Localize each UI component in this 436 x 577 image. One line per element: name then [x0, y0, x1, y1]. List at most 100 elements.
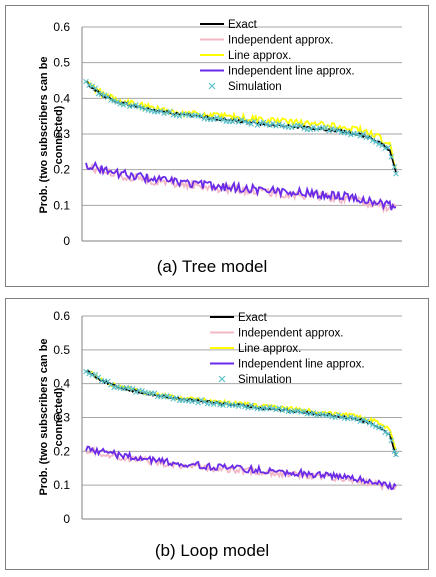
simulation-point — [379, 425, 385, 431]
simulation-point — [366, 420, 373, 426]
simulation-point — [260, 404, 267, 411]
simulation-point — [142, 106, 148, 112]
series-line — [85, 80, 397, 170]
simulation-point — [301, 125, 307, 132]
simulation-point — [133, 102, 139, 108]
simulation-point — [238, 402, 245, 408]
chart-caption: (b) Loop model — [155, 541, 269, 560]
simulation-point — [391, 448, 398, 454]
simulation-point — [276, 121, 282, 127]
simulation-point — [267, 404, 273, 410]
y-tick-label: 0 — [63, 512, 70, 526]
simulation-point — [372, 139, 379, 145]
simulation-point — [220, 117, 226, 123]
simulation-point — [270, 405, 276, 412]
simulation-point — [382, 429, 388, 436]
simulation-point — [385, 431, 391, 437]
simulation-point — [326, 412, 332, 419]
simulation-point — [235, 119, 242, 125]
series-line — [85, 160, 397, 211]
panel-a-border — [5, 5, 429, 287]
simulation-point — [376, 141, 382, 147]
y-tick-label: 0.6 — [53, 20, 70, 34]
simulation-point — [254, 122, 261, 128]
chart-loop: 0 0.1 0.2 0.3 0.4 0.5 0.6 Prob. (two subscriber… — [38, 309, 402, 560]
simulation-point — [245, 119, 251, 126]
simulation-point — [148, 108, 155, 114]
simulation-point — [393, 170, 399, 177]
simulation-point — [89, 83, 96, 89]
legend-label: Line approx. — [238, 343, 301, 355]
simulation-point — [114, 383, 120, 390]
simulation-point — [98, 91, 105, 97]
simulation-point — [385, 144, 391, 151]
legend-label: Independent line approx. — [238, 359, 365, 371]
simulation-point — [201, 399, 208, 405]
simulation-point — [157, 108, 164, 114]
simulation-point — [129, 103, 136, 109]
chart-tree: 0 0.1 0.2 0.3 0.4 0.5 0.6 Prob. (two subscriber… — [38, 19, 402, 276]
simulation-point — [214, 114, 220, 121]
simulation-point — [313, 412, 320, 419]
simulation-point — [338, 414, 345, 420]
simulation-point — [332, 126, 339, 133]
simulation-point — [295, 408, 301, 414]
simulation-point — [167, 394, 173, 400]
simulation-point — [242, 118, 248, 125]
simulation-point — [354, 131, 360, 137]
simulation-point — [161, 394, 167, 400]
simulation-point — [348, 131, 354, 138]
simulation-point — [139, 388, 145, 394]
simulation-point — [360, 416, 367, 423]
simulation-point — [242, 403, 248, 410]
simulation-point — [223, 400, 229, 407]
simulation-point — [372, 423, 379, 430]
series-line — [85, 445, 397, 492]
simulation-point — [369, 421, 376, 428]
simulation-point — [133, 389, 139, 396]
legend-label: Exact — [228, 19, 258, 31]
simulation-point — [207, 400, 214, 407]
simulation-point — [229, 118, 236, 125]
y-axis-label: connected) — [53, 105, 65, 164]
simulation-point — [313, 126, 320, 132]
simulation-point — [101, 92, 108, 98]
simulation-point — [288, 124, 295, 131]
simulation-point — [232, 402, 239, 408]
chart-caption: (a) Tree model — [157, 257, 268, 276]
simulation-point — [170, 396, 177, 402]
simulation-point — [276, 405, 282, 411]
simulation-point — [344, 130, 351, 136]
simulation-point — [83, 368, 89, 375]
simulation-point — [86, 370, 92, 377]
simulation-point — [348, 414, 354, 420]
simulation-point — [391, 164, 398, 170]
simulation-point — [217, 115, 223, 122]
simulation-point — [344, 415, 351, 422]
y-axis-label: connected) — [53, 387, 65, 446]
series-line — [85, 162, 397, 214]
simulation-point — [282, 406, 289, 413]
simulation-point — [263, 406, 270, 412]
simulation-point — [310, 124, 317, 131]
simulation-point — [164, 393, 170, 399]
legend-label: Independent line approx. — [228, 66, 355, 78]
legend-label: Simulation — [238, 374, 292, 386]
simulation-point — [210, 401, 217, 407]
panel-b-border — [5, 298, 429, 570]
simulation-point — [220, 402, 226, 409]
simulation-point — [120, 385, 127, 392]
legend-label: Independent approx. — [238, 328, 344, 340]
y-tick-label: 0.5 — [53, 56, 70, 70]
simulation-point — [357, 133, 363, 139]
y-tick-label: 0.5 — [53, 343, 70, 357]
simulation-point — [263, 121, 270, 127]
simulation-point — [164, 109, 170, 116]
simulation-point — [369, 137, 376, 144]
simulation-point — [198, 397, 205, 403]
simulation-point — [235, 403, 242, 409]
simulation-point — [192, 397, 198, 404]
simulation-point — [120, 102, 127, 108]
simulation-point — [310, 410, 317, 416]
